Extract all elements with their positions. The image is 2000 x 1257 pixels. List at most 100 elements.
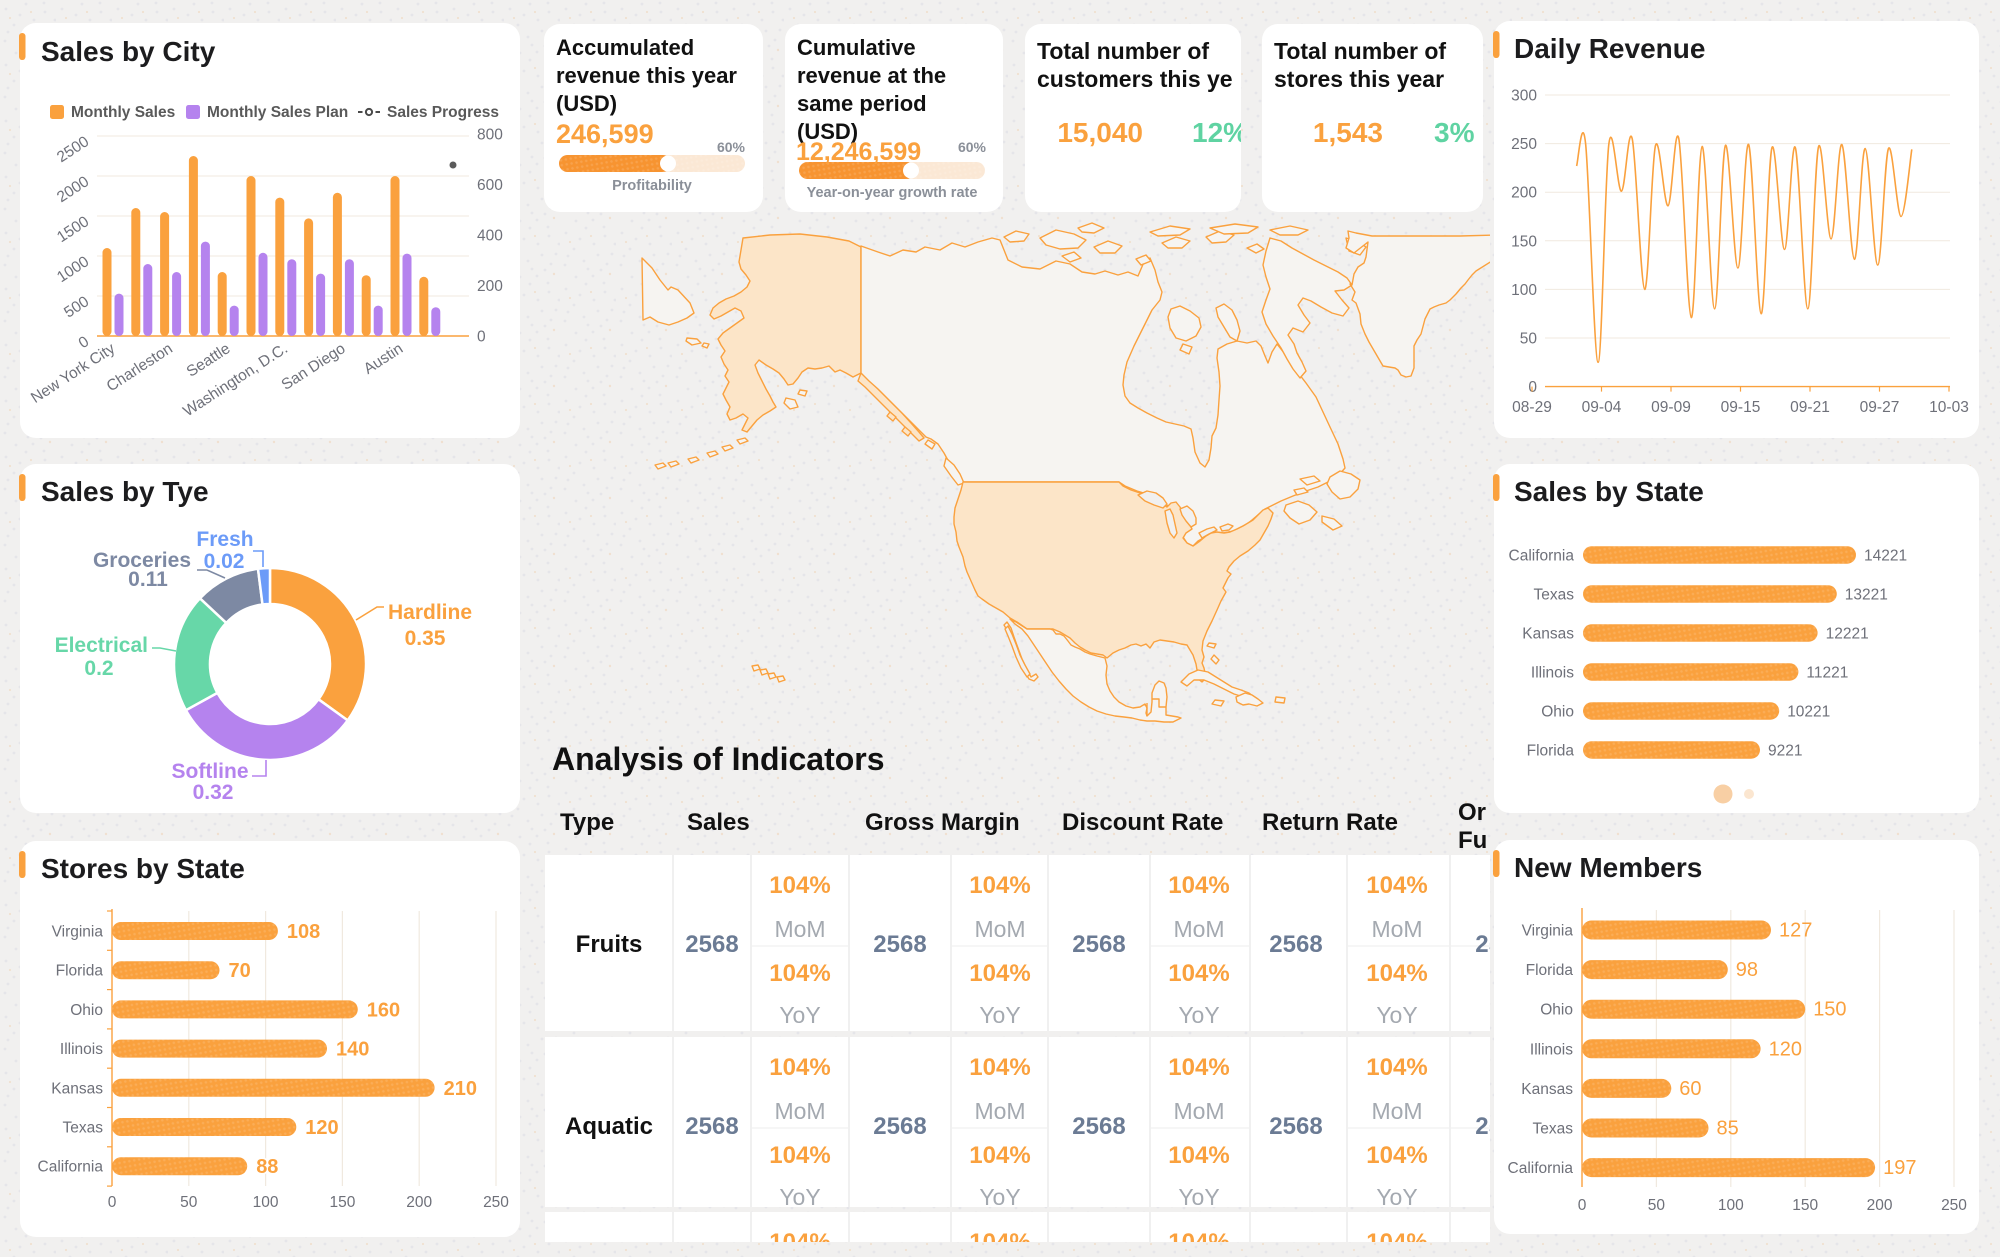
svg-text:09-04: 09-04 [1582, 399, 1622, 416]
svg-text:2568: 2568 [873, 931, 926, 958]
svg-text:Return Rate: Return Rate [1262, 809, 1398, 836]
svg-text:YoY: YoY [779, 1184, 820, 1210]
svg-text:300: 300 [1511, 88, 1537, 105]
svg-text:MoM: MoM [1173, 1098, 1224, 1124]
svg-text:Florida: Florida [1526, 962, 1574, 979]
svg-text:Groceries: Groceries [93, 549, 191, 572]
svg-text:2568: 2568 [1475, 931, 1528, 958]
svg-text:13221: 13221 [1845, 587, 1888, 604]
svg-text:246,599: 246,599 [556, 119, 654, 149]
svg-text:2568: 2568 [1269, 931, 1322, 958]
svg-text:MoM: MoM [974, 1098, 1025, 1124]
svg-text:2568: 2568 [1269, 1113, 1322, 1140]
svg-text:50: 50 [1648, 1197, 1666, 1214]
svg-text:800: 800 [477, 127, 503, 144]
svg-text:Hardline: Hardline [388, 601, 472, 624]
svg-text:104%: 104% [769, 1142, 830, 1169]
svg-text:104%: 104% [1168, 960, 1229, 987]
svg-text:0.32: 0.32 [193, 781, 234, 804]
svg-text:revenue this year: revenue this year [556, 63, 737, 88]
svg-text:Total number of: Total number of [1037, 38, 1209, 64]
svg-text:Daily Revenue: Daily Revenue [1514, 33, 1705, 64]
svg-text:104%: 104% [969, 1054, 1030, 1081]
svg-text:85: 85 [1717, 1118, 1739, 1140]
svg-text:08-29: 08-29 [1512, 399, 1552, 416]
svg-text:14221: 14221 [1864, 548, 1907, 565]
svg-text:Or: Or [1458, 799, 1486, 826]
svg-text:0.2: 0.2 [84, 657, 113, 680]
svg-text:104%: 104% [1366, 872, 1427, 899]
svg-text:Fresh: Fresh [196, 528, 253, 551]
svg-text:9221: 9221 [1768, 743, 1802, 760]
svg-text:Gross Margin: Gross Margin [865, 809, 1020, 836]
svg-text:Year-on-year growth rate: Year-on-year growth rate [807, 185, 978, 201]
svg-text:104%: 104% [769, 960, 830, 987]
svg-text:600: 600 [477, 177, 503, 194]
svg-text:100: 100 [1718, 1197, 1744, 1214]
svg-text:100: 100 [1511, 282, 1537, 299]
svg-text:MoM: MoM [774, 1098, 825, 1124]
svg-text:2568: 2568 [685, 931, 738, 958]
svg-text:Texas: Texas [1533, 1121, 1574, 1138]
svg-text:2568: 2568 [685, 1113, 738, 1140]
svg-text:88: 88 [256, 1156, 278, 1178]
svg-text:(USD): (USD) [797, 119, 858, 144]
svg-text:104%: 104% [1168, 1054, 1229, 1081]
svg-text:Sales by City: Sales by City [41, 36, 216, 67]
svg-text:3%: 3% [1434, 117, 1475, 148]
svg-text:09-21: 09-21 [1790, 399, 1830, 416]
svg-text:Sales: Sales [687, 809, 750, 836]
svg-text:60: 60 [1679, 1078, 1701, 1100]
svg-text:Kansas: Kansas [1522, 626, 1574, 643]
svg-text:104%: 104% [1366, 960, 1427, 987]
svg-text:Ohio: Ohio [1540, 1002, 1573, 1019]
svg-text:Profitability: Profitability [612, 178, 692, 194]
svg-text:Monthly Sales Plan: Monthly Sales Plan [207, 104, 348, 121]
svg-text:400: 400 [477, 228, 503, 245]
svg-text:Aquatic: Aquatic [565, 1113, 653, 1140]
svg-text:104%: 104% [969, 1142, 1030, 1169]
svg-text:Virginia: Virginia [1522, 923, 1574, 940]
svg-text:1,543: 1,543 [1313, 117, 1383, 148]
svg-text:2568: 2568 [1072, 931, 1125, 958]
svg-text:120: 120 [305, 1117, 338, 1139]
svg-text:Illinois: Illinois [1530, 1041, 1573, 1058]
svg-text:12%: 12% [1192, 117, 1248, 148]
svg-text:Virginia: Virginia [52, 924, 104, 941]
svg-text:250: 250 [1511, 136, 1537, 153]
svg-text:250: 250 [1941, 1197, 1967, 1214]
svg-text:Monthly Sales: Monthly Sales [71, 104, 175, 121]
svg-text:150: 150 [1511, 233, 1537, 250]
svg-text:YoY: YoY [1178, 1002, 1219, 1028]
svg-text:104%: 104% [969, 960, 1030, 987]
svg-text:160: 160 [367, 999, 400, 1021]
svg-text:2568: 2568 [873, 1113, 926, 1140]
svg-text:MoM: MoM [1173, 916, 1224, 942]
svg-text:104%: 104% [769, 1229, 830, 1256]
svg-text:197: 197 [1883, 1157, 1916, 1179]
svg-text:Ohio: Ohio [1541, 704, 1574, 721]
svg-text:Discount Rate: Discount Rate [1062, 809, 1223, 836]
svg-text:0: 0 [1578, 1197, 1587, 1214]
svg-text:0: 0 [477, 329, 486, 346]
svg-text:12,246,599: 12,246,599 [796, 138, 921, 166]
svg-text:Accumulated: Accumulated [556, 35, 694, 60]
svg-text:104%: 104% [769, 1054, 830, 1081]
svg-text:Sales by State: Sales by State [1514, 476, 1704, 507]
svg-text:09-15: 09-15 [1721, 399, 1761, 416]
svg-text:98: 98 [1736, 959, 1758, 981]
svg-text:11221: 11221 [1806, 665, 1848, 682]
svg-text:MoM: MoM [1371, 916, 1422, 942]
svg-text:California: California [1509, 548, 1575, 565]
svg-text:0.02: 0.02 [204, 550, 245, 573]
svg-text:(USD): (USD) [556, 91, 617, 116]
svg-text:09-27: 09-27 [1860, 399, 1900, 416]
svg-text:Analysis of Indicators: Analysis of Indicators [552, 741, 885, 777]
svg-text:104%: 104% [969, 872, 1030, 899]
svg-text:60%: 60% [717, 139, 746, 155]
svg-text:Sales by Tye: Sales by Tye [41, 476, 209, 507]
svg-text:YoY: YoY [779, 1002, 820, 1028]
svg-text:104%: 104% [1168, 872, 1229, 899]
svg-text:customers this ye: customers this ye [1037, 66, 1233, 92]
svg-text:150: 150 [329, 1194, 355, 1211]
